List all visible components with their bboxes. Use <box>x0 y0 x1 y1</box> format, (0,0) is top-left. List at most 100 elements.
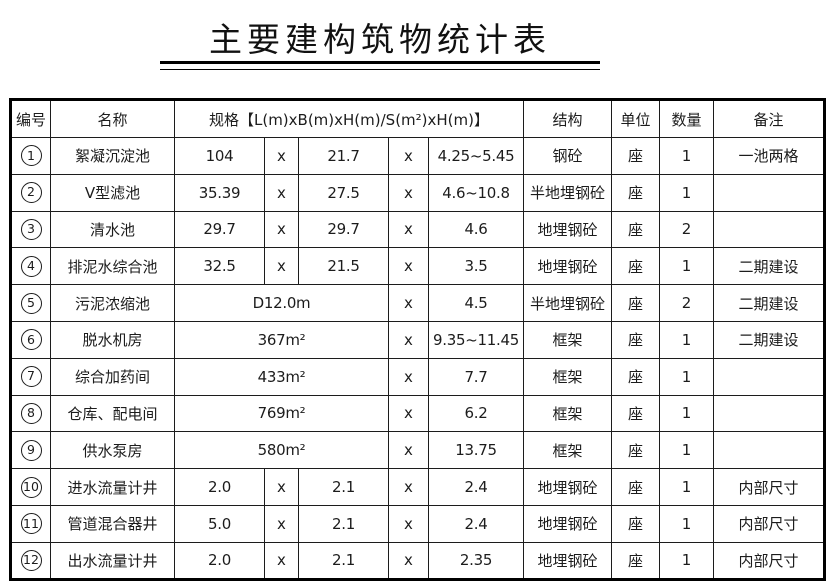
spec-x1-cell: x <box>264 541 299 580</box>
quantity-cell: 1 <box>659 320 714 359</box>
row-number-circle: 5 <box>20 292 42 314</box>
name-cell: 仓库、配电间 <box>50 394 175 433</box>
unit-cell: 座 <box>611 541 660 580</box>
row-number: 8 <box>10 394 51 433</box>
spec-l-cell: 5.0 <box>174 504 265 543</box>
spec-h-cell: 2.4 <box>428 468 524 506</box>
row-number-circle: 3 <box>20 218 42 240</box>
remark-cell: 二期建设 <box>713 247 825 286</box>
spec-x2-cell: x <box>388 357 429 396</box>
row-number: 2 <box>10 173 51 212</box>
spec-merged-cell: 433m² <box>174 357 389 396</box>
spec-x1-cell: x <box>264 210 299 249</box>
unit-cell: 座 <box>611 504 660 543</box>
structure-cell: 框架 <box>523 431 612 470</box>
spec-l-cell: 104 <box>174 137 265 175</box>
quantity-cell: 1 <box>659 541 714 580</box>
row-number-circle: 8 <box>20 402 42 424</box>
spec-x1-cell: x <box>264 504 299 543</box>
spec-x2-cell: x <box>388 320 429 359</box>
spec-merged-cell: 580m² <box>174 431 389 470</box>
spec-h-cell: 6.2 <box>428 394 524 433</box>
structure-cell: 地埋钢砼 <box>523 504 612 543</box>
row-number-circle: 2 <box>20 182 42 204</box>
table-row: 1 絮凝沉淀池 104 x 21.7 x 4.25~5.45 钢砼 座 1 一池… <box>10 137 825 175</box>
remark-cell: 二期建设 <box>713 320 825 359</box>
spec-l-cell: 2.0 <box>174 468 265 506</box>
spec-x2-cell: x <box>388 541 429 580</box>
row-number: 12 <box>10 541 51 580</box>
table-row: 5 污泥浓缩池 D12.0m x 4.5 半地埋钢砼 座 2 二期建设 <box>10 284 825 322</box>
statistics-table: 编号 名称 规格【L(m)xB(m)xH(m)/S(m²)xH(m)】 结构 单… <box>9 98 826 581</box>
row-number: 1 <box>10 137 51 175</box>
quantity-cell: 1 <box>659 247 714 286</box>
unit-cell: 座 <box>611 320 660 359</box>
spec-x2-cell: x <box>388 504 429 543</box>
spec-merged-cell: 367m² <box>174 320 389 359</box>
col-header-quantity: 数量 <box>659 99 714 138</box>
quantity-cell: 2 <box>659 284 714 322</box>
header-row: 编号 名称 规格【L(m)xB(m)xH(m)/S(m²)xH(m)】 结构 单… <box>10 99 825 138</box>
quantity-cell: 2 <box>659 210 714 249</box>
row-number-circle: 4 <box>20 255 42 277</box>
spec-x1-cell: x <box>264 468 299 506</box>
unit-cell: 座 <box>611 468 660 506</box>
spec-h-cell: 7.7 <box>428 357 524 396</box>
name-cell: 进水流量计井 <box>50 468 175 506</box>
spec-x2-cell: x <box>388 468 429 506</box>
unit-cell: 座 <box>611 173 660 212</box>
structure-cell: 地埋钢砼 <box>523 210 612 249</box>
table-row: 11 管道混合器井 5.0 x 2.1 x 2.4 地埋钢砼 座 1 内部尺寸 <box>10 504 825 543</box>
quantity-cell: 1 <box>659 504 714 543</box>
table-row: 10 进水流量计井 2.0 x 2.1 x 2.4 地埋钢砼 座 1 内部尺寸 <box>10 468 825 506</box>
quantity-cell: 1 <box>659 357 714 396</box>
title-underline-thick <box>160 61 600 64</box>
remark-cell <box>713 431 825 470</box>
row-number: 6 <box>10 320 51 359</box>
remark-cell: 一池两格 <box>713 137 825 175</box>
table-row: 6 脱水机房 367m² x 9.35~11.45 框架 座 1 二期建设 <box>10 320 825 359</box>
spec-b-cell: 2.1 <box>298 504 389 543</box>
row-number-circle: 10 <box>20 476 42 498</box>
col-header-structure: 结构 <box>523 99 612 138</box>
unit-cell: 座 <box>611 210 660 249</box>
remark-cell <box>713 357 825 396</box>
row-number: 5 <box>10 284 51 322</box>
unit-cell: 座 <box>611 284 660 322</box>
col-header-id: 编号 <box>10 99 51 138</box>
spec-x1-cell: x <box>264 137 299 175</box>
spec-merged-cell: D12.0m <box>174 284 389 322</box>
unit-cell: 座 <box>611 247 660 286</box>
spec-b-cell: 27.5 <box>298 173 389 212</box>
row-number-circle: 6 <box>20 329 42 351</box>
row-number: 9 <box>10 431 51 470</box>
name-cell: 供水泵房 <box>50 431 175 470</box>
spec-h-cell: 4.6~10.8 <box>428 173 524 212</box>
spec-h-cell: 2.35 <box>428 541 524 580</box>
row-number-circle: 1 <box>20 145 42 167</box>
name-cell: 管道混合器井 <box>50 504 175 543</box>
spec-l-cell: 35.39 <box>174 173 265 212</box>
row-number-circle: 9 <box>20 439 42 461</box>
page-title: 主要建构筑物统计表 <box>209 20 551 59</box>
spec-x2-cell: x <box>388 210 429 249</box>
name-cell: 污泥浓缩池 <box>50 284 175 322</box>
spec-h-cell: 3.5 <box>428 247 524 286</box>
row-number: 11 <box>10 504 51 543</box>
row-number-circle: 11 <box>20 513 42 535</box>
remark-cell: 内部尺寸 <box>713 504 825 543</box>
col-header-name: 名称 <box>50 99 175 138</box>
table-row: 4 排泥水综合池 32.5 x 21.5 x 3.5 地埋钢砼 座 1 二期建设 <box>10 247 825 286</box>
spec-x1-cell: x <box>264 247 299 286</box>
unit-cell: 座 <box>611 357 660 396</box>
row-number-circle: 7 <box>20 366 42 388</box>
spec-l-cell: 29.7 <box>174 210 265 249</box>
remark-cell <box>713 173 825 212</box>
remark-cell: 内部尺寸 <box>713 468 825 506</box>
structure-cell: 半地埋钢砼 <box>523 173 612 212</box>
structure-cell: 地埋钢砼 <box>523 247 612 286</box>
col-header-remark: 备注 <box>713 99 825 138</box>
row-number: 3 <box>10 210 51 249</box>
spec-h-cell: 4.25~5.45 <box>428 137 524 175</box>
spec-merged-cell: 769m² <box>174 394 389 433</box>
